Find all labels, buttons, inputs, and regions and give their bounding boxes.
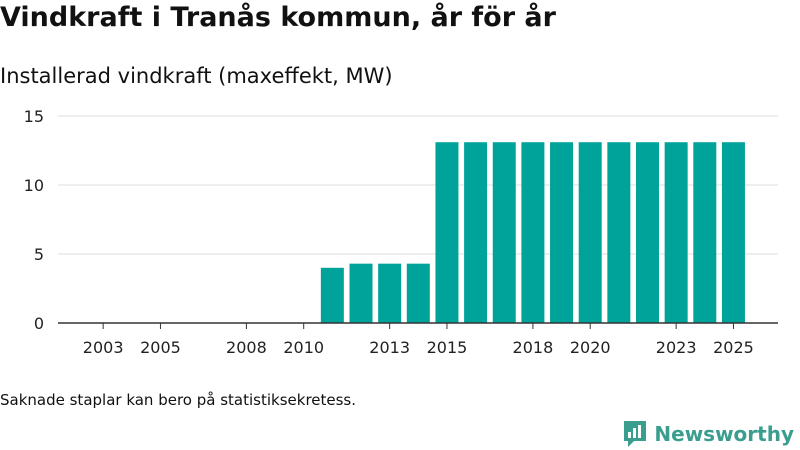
bars bbox=[320, 142, 745, 323]
y-axis-ticks: 0 5 10 15 bbox=[24, 107, 44, 333]
x-tick-label: 2023 bbox=[656, 338, 697, 357]
bar-2015 bbox=[435, 142, 459, 323]
bar-2022 bbox=[636, 142, 659, 323]
chart-title: Vindkraft i Tranås kommun, år för år bbox=[0, 2, 556, 33]
bar-2012 bbox=[349, 263, 373, 323]
y-tick-label: 0 bbox=[34, 314, 44, 333]
footnote: Saknade staplar kan bero på statistiksek… bbox=[0, 391, 357, 409]
bar-2020 bbox=[578, 142, 602, 323]
x-tick-label: 2020 bbox=[570, 338, 611, 357]
bar-2018 bbox=[521, 142, 545, 323]
bar-2011 bbox=[320, 267, 344, 323]
x-tick-label: 2008 bbox=[226, 338, 267, 357]
bar-2021 bbox=[607, 142, 631, 323]
brand: Newsworthy bbox=[622, 419, 794, 449]
y-tick-label: 10 bbox=[24, 176, 44, 195]
bar-2025 bbox=[721, 142, 745, 323]
bar-2019 bbox=[550, 142, 574, 323]
x-tick-label: 2010 bbox=[283, 338, 324, 357]
y-tick-label: 5 bbox=[34, 245, 44, 264]
x-tick-label: 2013 bbox=[369, 338, 410, 357]
x-tick-label: 2005 bbox=[140, 338, 181, 357]
chart-subtitle: Installerad vindkraft (maxeffekt, MW) bbox=[0, 64, 393, 88]
newsworthy-logo-icon bbox=[624, 421, 647, 447]
bar-2024 bbox=[693, 142, 717, 323]
x-tick-label: 2015 bbox=[427, 338, 468, 357]
x-tick-label: 2003 bbox=[83, 338, 124, 357]
bar-2013 bbox=[378, 263, 402, 323]
bar-2016 bbox=[464, 142, 488, 323]
x-tick-label: 2025 bbox=[713, 338, 754, 357]
y-tick-label: 15 bbox=[24, 107, 44, 126]
brand-name: Newsworthy bbox=[654, 422, 794, 446]
bar-2014 bbox=[406, 263, 430, 323]
bar-2017 bbox=[492, 142, 516, 323]
bar-2023 bbox=[664, 142, 688, 323]
x-tick-label: 2018 bbox=[513, 338, 554, 357]
x-axis-ticks: 2003 2005 2008 2010 2013 2015 2018 2020 2023 2025 bbox=[83, 323, 754, 357]
